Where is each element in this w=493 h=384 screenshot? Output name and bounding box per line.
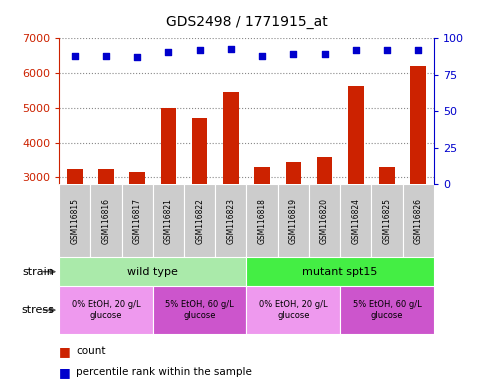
Bar: [340, 184, 371, 257]
Point: [196, 47, 204, 53]
Bar: [410, 66, 426, 184]
Bar: [184, 184, 215, 257]
Text: strain: strain: [22, 266, 54, 277]
Bar: [371, 184, 403, 257]
Text: stress: stress: [21, 305, 54, 315]
Text: 5% EtOH, 60 g/L
glucose: 5% EtOH, 60 g/L glucose: [165, 300, 234, 320]
Point: [227, 46, 235, 52]
Point: [133, 54, 141, 60]
Bar: [254, 167, 270, 184]
Text: GSM116821: GSM116821: [164, 198, 173, 244]
Bar: [340, 286, 434, 334]
Point: [414, 47, 422, 53]
Point: [258, 53, 266, 59]
Bar: [161, 108, 176, 184]
Bar: [153, 286, 246, 334]
Text: mutant spt15: mutant spt15: [303, 266, 378, 277]
Bar: [153, 184, 184, 257]
Text: wild type: wild type: [127, 266, 178, 277]
Text: ■: ■: [59, 345, 71, 358]
Point: [352, 47, 360, 53]
Bar: [348, 86, 363, 184]
Text: GSM116817: GSM116817: [133, 198, 141, 244]
Bar: [192, 118, 208, 184]
Point: [102, 53, 110, 59]
Text: GSM116822: GSM116822: [195, 198, 204, 244]
Point: [165, 48, 173, 55]
Bar: [215, 184, 246, 257]
Point: [71, 53, 79, 59]
Text: 5% EtOH, 60 g/L
glucose: 5% EtOH, 60 g/L glucose: [352, 300, 422, 320]
Point: [289, 51, 297, 58]
Bar: [285, 162, 301, 184]
Bar: [90, 184, 122, 257]
Bar: [309, 184, 340, 257]
Text: count: count: [76, 346, 106, 356]
Bar: [122, 184, 153, 257]
Text: GSM116819: GSM116819: [289, 198, 298, 244]
Text: 0% EtOH, 20 g/L
glucose: 0% EtOH, 20 g/L glucose: [259, 300, 328, 320]
Text: ■: ■: [59, 366, 71, 379]
Text: percentile rank within the sample: percentile rank within the sample: [76, 367, 252, 377]
Text: GDS2498 / 1771915_at: GDS2498 / 1771915_at: [166, 15, 327, 29]
Bar: [129, 172, 145, 184]
Bar: [246, 286, 340, 334]
Bar: [67, 169, 83, 184]
Text: GSM116818: GSM116818: [258, 198, 267, 244]
Text: GSM116824: GSM116824: [352, 198, 360, 244]
Bar: [246, 184, 278, 257]
Bar: [278, 184, 309, 257]
Text: GSM116826: GSM116826: [414, 198, 423, 244]
Bar: [403, 184, 434, 257]
Bar: [379, 167, 395, 184]
Text: GSM116823: GSM116823: [226, 198, 235, 244]
Bar: [98, 169, 114, 184]
Text: GSM116816: GSM116816: [102, 198, 110, 244]
Bar: [59, 184, 90, 257]
Bar: [59, 257, 246, 286]
Bar: [223, 92, 239, 184]
Text: 0% EtOH, 20 g/L
glucose: 0% EtOH, 20 g/L glucose: [71, 300, 141, 320]
Text: GSM116820: GSM116820: [320, 198, 329, 244]
Bar: [317, 157, 332, 184]
Point: [383, 47, 391, 53]
Bar: [59, 286, 153, 334]
Text: GSM116815: GSM116815: [70, 198, 79, 244]
Bar: [246, 257, 434, 286]
Text: GSM116825: GSM116825: [383, 198, 391, 244]
Point: [320, 51, 328, 58]
